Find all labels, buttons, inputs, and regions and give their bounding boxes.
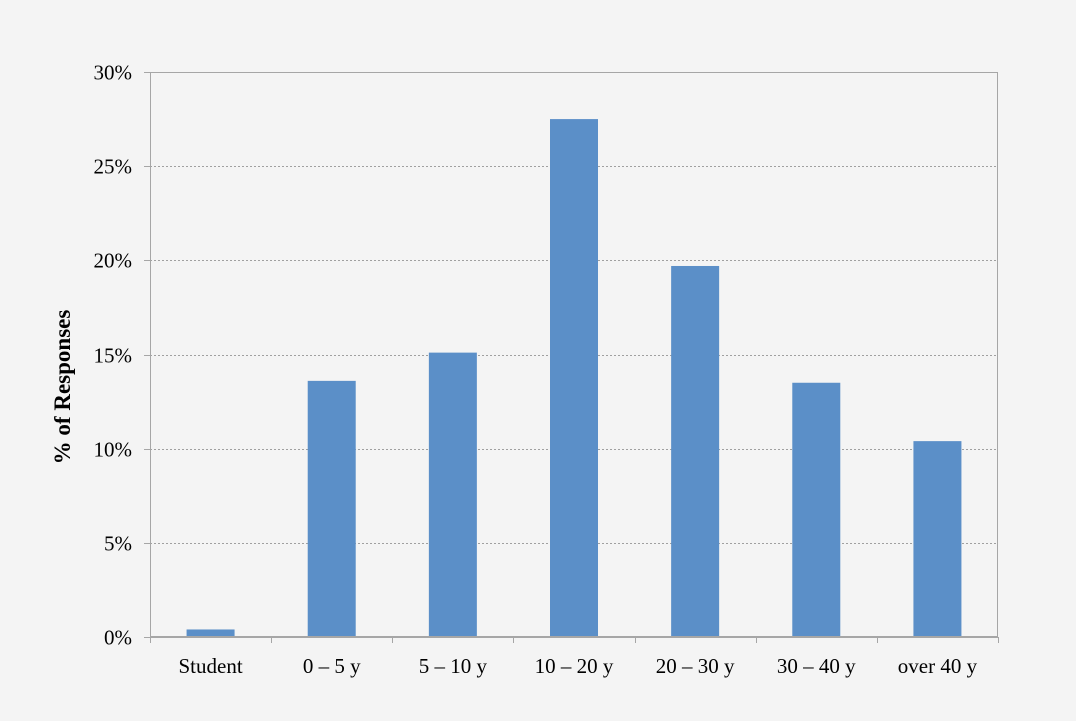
bar (550, 119, 598, 638)
y-tick-label: 20% (94, 249, 133, 273)
bar (186, 629, 235, 637)
x-tick-label: 20 – 30 y (656, 654, 735, 678)
x-tick-label: over 40 y (898, 654, 978, 678)
y-tick-labels: 0% 5% 10% 15% 20% 25% 30% (94, 61, 133, 650)
y-tick-label: 5% (104, 532, 132, 556)
y-tick-label: 30% (94, 61, 133, 85)
bar (307, 380, 356, 637)
x-tick-label: 0 – 5 y (303, 654, 361, 678)
axes (144, 72, 999, 643)
y-tick-label: 15% (94, 344, 133, 368)
x-tick-label: 5 – 10 y (419, 654, 488, 678)
x-tick-label: Student (178, 654, 242, 678)
x-tick-label: 10 – 20 y (535, 654, 614, 678)
y-tick-label: 25% (94, 155, 133, 179)
y-tick-label: 10% (94, 438, 133, 462)
bar (671, 265, 720, 637)
bars (186, 119, 962, 638)
y-axis-title: % of Responses (50, 310, 75, 465)
bar (428, 352, 477, 637)
bar (913, 441, 962, 637)
bar (792, 382, 841, 637)
x-tick-labels: Student 0 – 5 y 5 – 10 y 10 – 20 y 20 – 30 y… (178, 654, 977, 678)
y-tick-label: 0% (104, 626, 132, 650)
x-tick-label: 30 – 40 y (777, 654, 856, 678)
